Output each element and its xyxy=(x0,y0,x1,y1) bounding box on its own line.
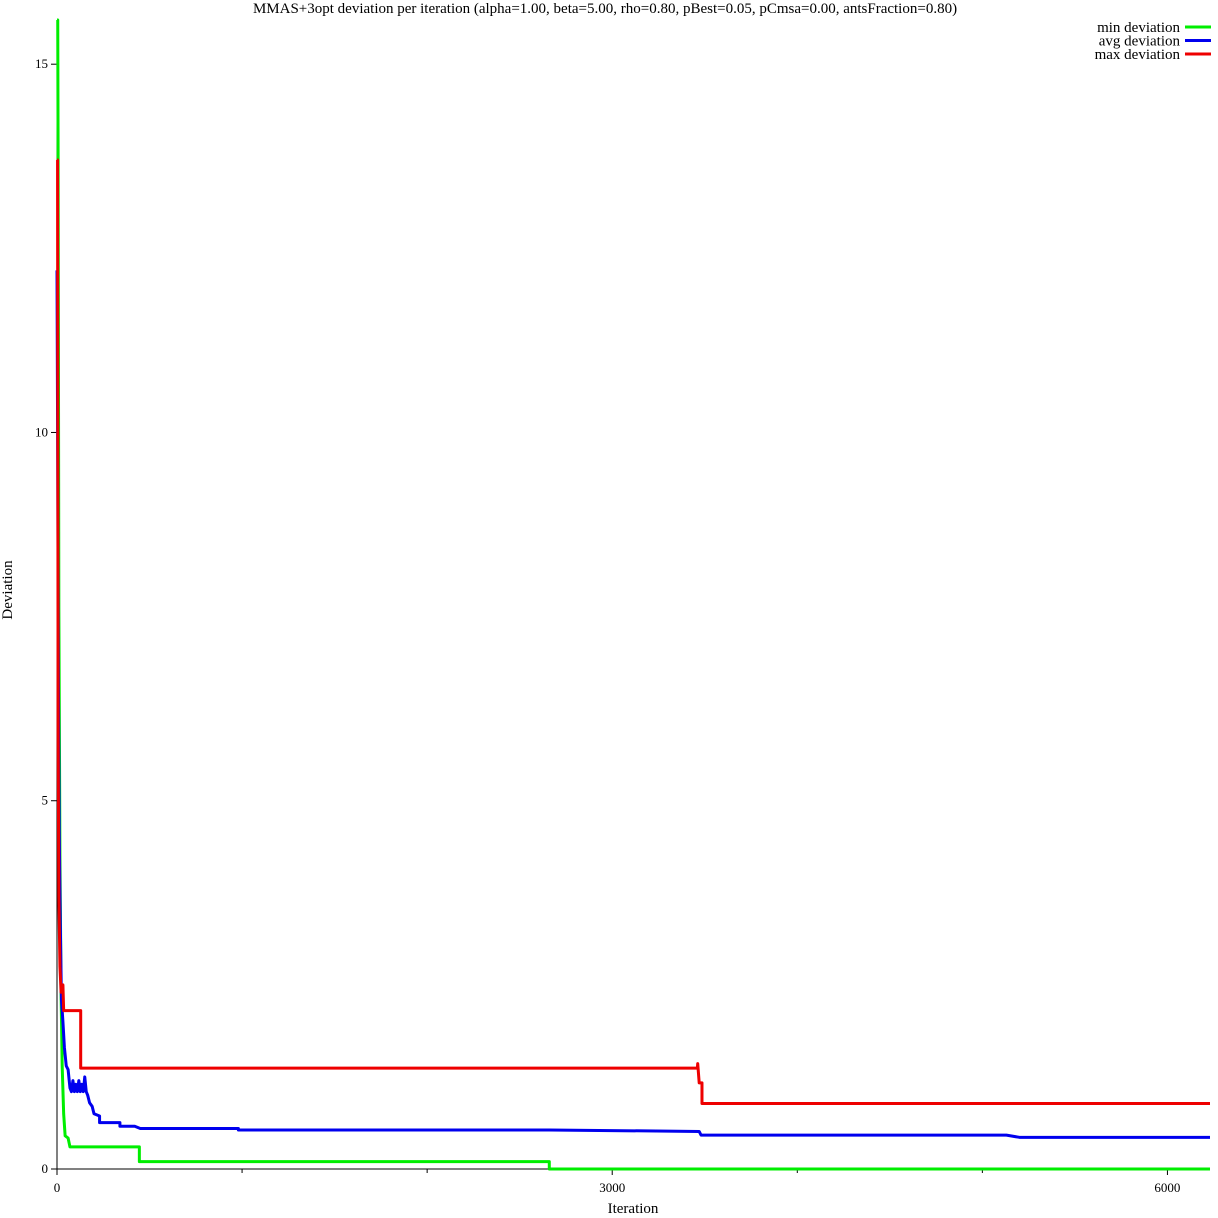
y-tick-label: 0 xyxy=(42,1161,49,1176)
x-axis-label: Iteration xyxy=(608,1201,659,1217)
legend-label: avg deviation xyxy=(1099,34,1181,50)
x-tick-label: 3000 xyxy=(599,1180,625,1195)
x-tick-label: 0 xyxy=(54,1180,61,1195)
plot-area: 0 3000 6000 0 5 10 15 xyxy=(35,18,1210,1195)
series-line-2 xyxy=(55,270,1210,1139)
legend-label: max deviation xyxy=(1095,47,1181,63)
series-layer xyxy=(55,18,1210,1171)
x-axis-ticks: 0 3000 6000 xyxy=(54,1169,1180,1195)
series-line-1 xyxy=(56,18,1210,1171)
y-tick-label: 10 xyxy=(35,424,48,439)
y-axis-label: Deviation xyxy=(0,560,16,620)
y-tick-label: 15 xyxy=(35,56,48,71)
series-line-3 xyxy=(56,158,1210,1105)
legend-label: min deviation xyxy=(1097,20,1180,36)
x-tick-label: 6000 xyxy=(1154,1180,1180,1195)
y-tick-label: 5 xyxy=(42,793,49,808)
y-axis-ticks: 0 5 10 15 xyxy=(35,56,57,1176)
chart-title: MMAS+3opt deviation per iteration (alpha… xyxy=(253,1,957,17)
